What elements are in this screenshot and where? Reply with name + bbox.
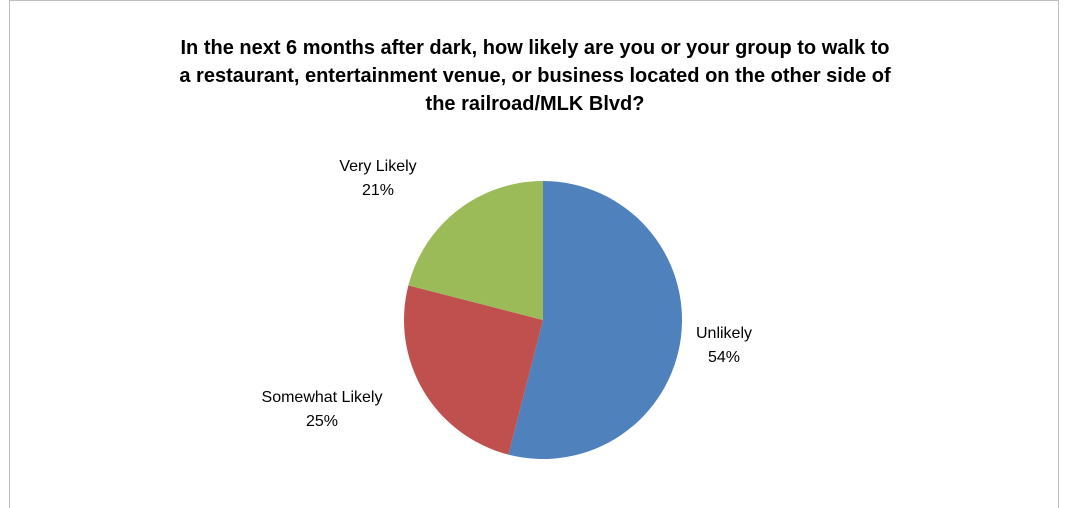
pie-label-name: Somewhat Likely bbox=[262, 389, 383, 406]
pie-slices bbox=[404, 181, 683, 459]
pie-labels: Unlikely 54% Somewhat Likely 25% Very Likely… bbox=[262, 158, 752, 430]
chart-title-line-3: the railroad/MLK Blvd? bbox=[425, 93, 645, 115]
chart-title-line-1: In the next 6 months after dark, how lik… bbox=[180, 37, 890, 59]
pie-slice-somewhat-likely bbox=[404, 285, 543, 455]
pie-label-value: 25% bbox=[306, 413, 338, 430]
pie-label-value: 21% bbox=[362, 182, 394, 199]
pie-label-name: Very Likely bbox=[339, 158, 416, 175]
pie-slice-unlikely bbox=[508, 181, 683, 459]
pie-label-name: Unlikely bbox=[696, 325, 752, 342]
pie-slice-very-likely bbox=[408, 181, 543, 320]
chart-title-line-2: a restaurant, entertainment venue, or bu… bbox=[179, 65, 891, 87]
pie-label-value: 54% bbox=[708, 349, 740, 366]
chart-title: In the next 6 months after dark, how lik… bbox=[0, 34, 1070, 118]
